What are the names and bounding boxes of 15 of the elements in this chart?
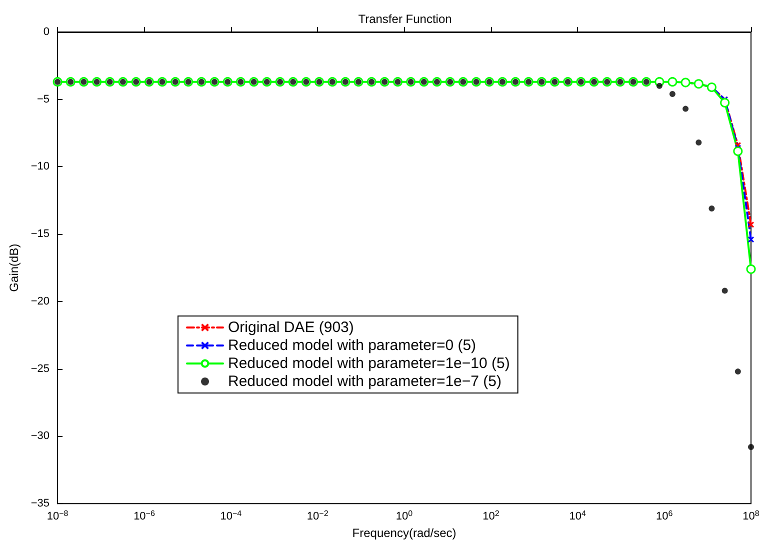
- y-tick-label: −10: [30, 160, 50, 173]
- legend-label: Reduced model with parameter=1e−7 (5): [228, 373, 502, 390]
- y-tick-label: −30: [30, 430, 50, 442]
- legend-label: Original DAE (903): [228, 319, 354, 336]
- y-tick-label: −25: [30, 362, 50, 375]
- y-axis-title: Gain(dB): [7, 244, 21, 292]
- chart-title: Transfer Function: [358, 12, 452, 26]
- x-axis-title: Frequency(rad/sec): [352, 526, 456, 540]
- y-tick-label: −15: [30, 228, 50, 240]
- y-tick-label: −5: [37, 93, 50, 106]
- legend-label: Reduced model with parameter=0 (5): [228, 337, 476, 354]
- legend-label: Reduced model with parameter=1e−10 (5): [228, 355, 510, 372]
- y-tick-label: 0: [43, 26, 50, 38]
- y-tick-label: −35: [30, 498, 50, 510]
- y-tick-label: −20: [30, 295, 50, 308]
